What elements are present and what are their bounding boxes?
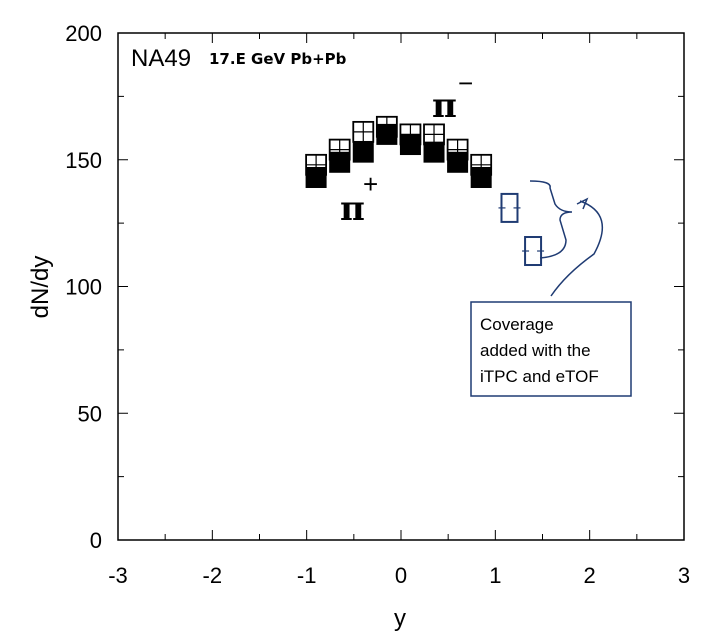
experiment-label: NA49	[131, 45, 191, 72]
x-tick-label: -2	[203, 563, 223, 588]
y-tick-label: 150	[65, 148, 102, 173]
pi-plus-point	[329, 151, 351, 173]
x-tick-label: 2	[584, 563, 596, 588]
x-tick-label: -1	[297, 563, 317, 588]
y-axis-label: dN/dy	[27, 256, 54, 319]
axis-ticks	[117, 32, 685, 541]
x-tick-label: -3	[108, 563, 128, 588]
pi-plus-point	[470, 166, 492, 188]
pi-minus-superscript: −	[458, 68, 473, 98]
pi-plus-point	[447, 151, 469, 173]
pi-plus-symbol: π	[340, 189, 365, 229]
tick-labels: -3 -2 -1 0 1 2 3 0 50 100 150 200	[65, 21, 690, 588]
energy-label: 17.E GeV Pb+Pb	[209, 50, 347, 68]
y-tick-label: 200	[65, 21, 102, 46]
coverage-callout-box	[470, 301, 632, 397]
data-markers	[305, 115, 545, 267]
coverage-brace	[529, 180, 573, 259]
pi-plus-superscript: +	[363, 169, 378, 199]
y-tick-label: 50	[78, 401, 102, 426]
pi-plus-point	[399, 134, 421, 156]
x-axis-label: y	[394, 605, 406, 632]
plot-frame	[117, 32, 685, 541]
pi-plus-point	[376, 123, 398, 145]
pi-plus-point	[352, 141, 374, 163]
pi-minus-symbol: π	[432, 86, 457, 126]
pi-plus-point	[305, 166, 327, 188]
coverage-pointer-tip	[576, 197, 589, 210]
y-tick-label: 0	[90, 528, 102, 553]
callout-line-3: iTPC and eTOF	[480, 367, 599, 386]
x-tick-label: 3	[678, 563, 690, 588]
y-tick-label: 100	[65, 275, 102, 300]
callout-line-2: added with the	[480, 341, 591, 360]
pi-plus-point	[423, 141, 445, 163]
coverage-pointer	[550, 200, 603, 297]
callout-line-1: Coverage	[480, 315, 554, 334]
x-tick-label: 1	[489, 563, 501, 588]
x-tick-label: 0	[395, 563, 407, 588]
